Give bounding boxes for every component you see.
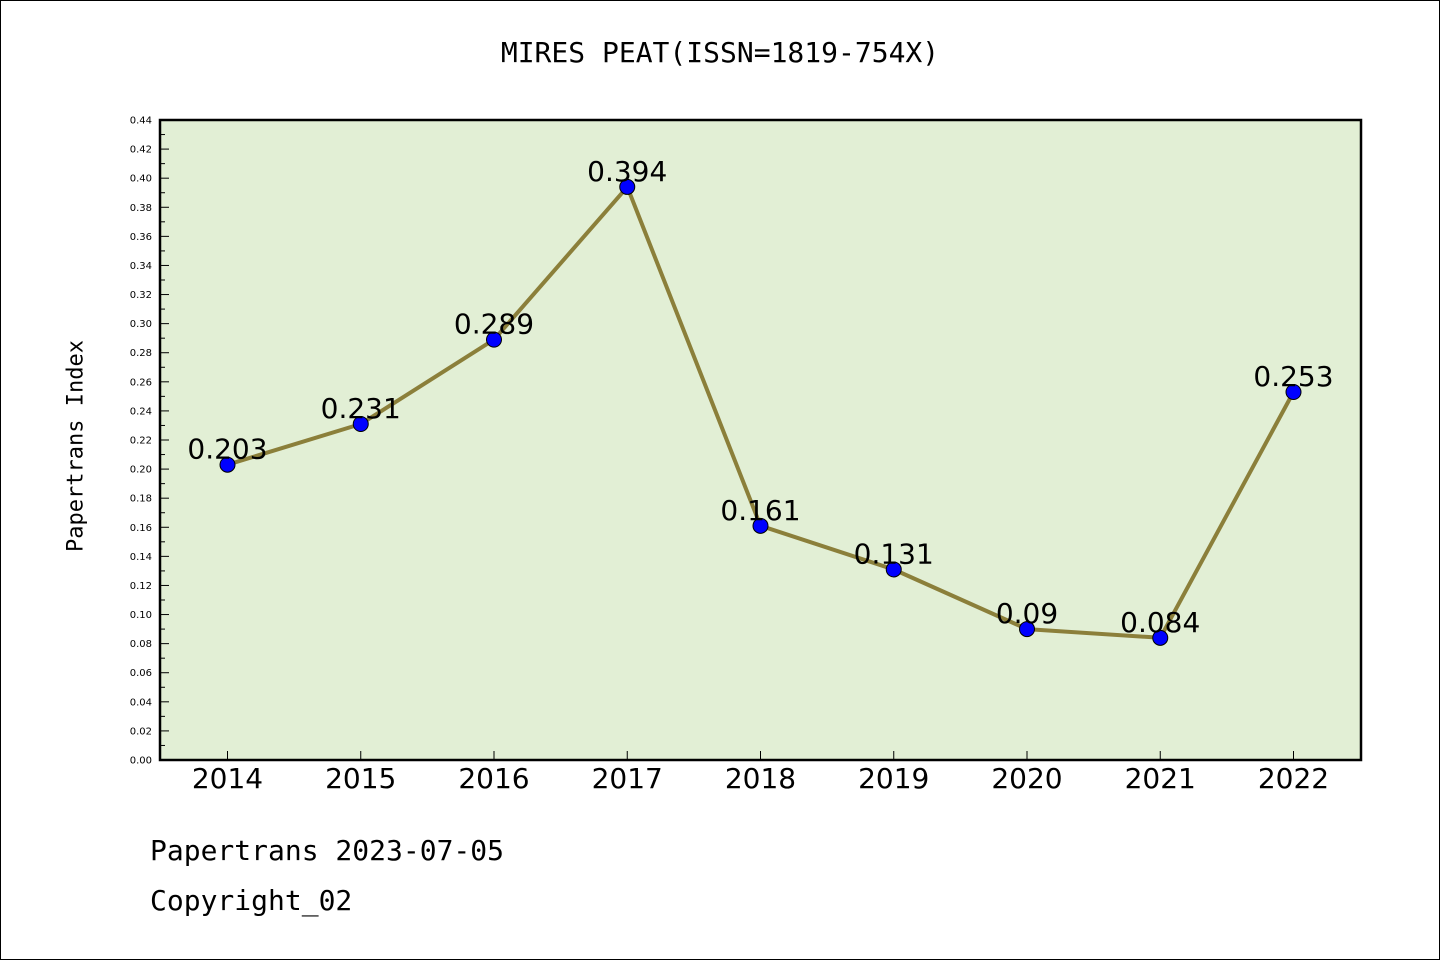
footer-copyright: Copyright_02 [150,884,353,917]
y-tick-label: 0.14 [130,552,152,563]
plot-border [158,118,1363,762]
y-tick-label: 0.04 [130,697,152,708]
data-point [352,416,369,432]
data-label: 0.203 [187,433,267,466]
data-point [219,456,236,473]
y-tick-label: 0.00 [130,756,152,767]
y-tick-label: 0.08 [130,639,152,650]
x-tick-label: 2020 [991,762,1062,795]
x-tick-label: 2015 [325,762,396,795]
chart-title: MIRES PEAT(ISSN=1819-754X) [500,36,940,69]
x-tick-label: 2016 [458,762,529,795]
y-tick-label: 0.26 [130,377,152,388]
y-tick-label: 0.12 [130,581,152,592]
y-tick-label: 0.06 [130,668,152,679]
y-tick-label: 0.02 [130,726,152,737]
y-tick-label: 0.22 [130,436,152,447]
y-tick-label: 0.44 [130,116,152,127]
y-tick-label: 0.10 [130,610,152,621]
data-point [1019,621,1035,638]
x-tick-label: 2017 [592,762,663,795]
data-point [1285,384,1302,400]
y-tick-label: 0.28 [130,348,152,359]
data-point [752,517,769,534]
data-label: 0.09 [996,597,1058,630]
x-tick-label: 2014 [192,762,263,795]
data-label: 0.253 [1253,360,1333,393]
data-label: 0.131 [854,537,934,570]
x-tick-label: 2021 [1125,762,1196,795]
data-label: 0.084 [1120,606,1200,639]
y-tick-label: 0.40 [130,174,152,185]
x-tick-label: 2022 [1258,762,1329,795]
data-labels: 0.203 0.231 0.289 0.394 0.161 0.131 0.09 0.084 0… [187,155,1333,639]
y-tick-label: 0.24 [130,406,152,417]
data-point [486,331,502,348]
y-tick-label: 0.32 [130,290,152,301]
series-points [219,178,1302,646]
data-label: 0.394 [587,155,667,188]
y-tick-label: 0.30 [130,319,152,330]
x-axis: 2014 2015 2016 2017 2018 2019 2020 2021 2022 [192,751,1329,795]
y-tick-label: 0.34 [130,261,152,272]
data-label: 0.231 [321,392,401,425]
plot-area [160,120,1361,760]
data-point [619,178,636,195]
y-tick-label: 0.42 [130,145,152,156]
y-tick-label: 0.36 [130,232,152,243]
y-tick-label: 0.38 [130,203,152,214]
data-point [885,561,902,578]
footer-date: Papertrans 2023-07-05 [150,834,505,867]
data-label: 0.289 [454,308,534,341]
y-tick-label: 0.20 [130,465,152,476]
x-tick-label: 2018 [725,762,796,795]
y-tick-label: 0.18 [130,494,152,505]
y-tick-label: 0.16 [130,523,152,534]
x-tick-label: 2019 [858,762,929,795]
data-point [1152,629,1169,646]
data-label: 0.161 [720,494,800,527]
